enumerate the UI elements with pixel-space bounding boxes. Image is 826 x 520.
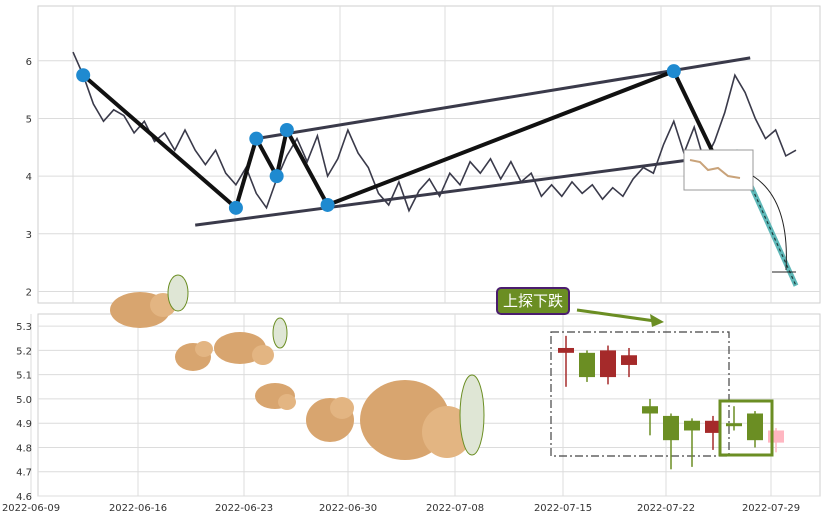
puppy-6-wing — [459, 374, 485, 456]
candle-body — [600, 350, 616, 378]
bottom-y-tick-label: 4.8 — [16, 443, 32, 454]
candle-body — [705, 420, 721, 433]
bottom-y-tick-label: 5.1 — [16, 371, 32, 382]
candle-body — [621, 355, 637, 365]
dashed-range-box — [550, 331, 730, 457]
top-y-tick-label: 4 — [26, 172, 32, 183]
trendline — [195, 150, 751, 227]
candles — [558, 335, 784, 470]
inset-box — [683, 149, 754, 191]
pivot-marker — [249, 131, 264, 146]
bottom-x-tick-label: 2022-07-22 — [637, 503, 695, 514]
candle-body — [726, 423, 742, 427]
zigzag-wave — [81, 69, 717, 210]
puppy-6-head — [422, 406, 472, 458]
inset-mini-chart — [689, 159, 741, 179]
bottom-y-axis: 4.6 4.7 4.8 4.9 5.0 5.1 5.2 5.3 — [16, 322, 32, 503]
candle-body — [579, 352, 595, 378]
bottom-y-tick-label: 4.9 — [16, 419, 32, 430]
bottom-y-tick-label: 5.3 — [16, 322, 32, 333]
puppy-decorations — [110, 274, 485, 460]
puppy-5 — [306, 397, 354, 442]
candle-body — [684, 420, 700, 431]
candle-body — [558, 347, 574, 353]
top-y-tick-label: 5 — [26, 114, 32, 125]
projection-arc — [752, 175, 787, 271]
callout: 上探下跌 — [496, 287, 664, 327]
bottom-y-tick-label: 4.7 — [16, 468, 32, 479]
bottom-x-tick-label: 2022-07-15 — [534, 503, 592, 514]
candle-body — [747, 413, 763, 441]
inset-thumbnail — [683, 149, 754, 191]
bottom-x-tick-label: 2022-06-30 — [319, 503, 377, 514]
top-y-tick-label: 3 — [26, 230, 32, 241]
bottom-x-tick-label: 2022-06-23 — [215, 503, 273, 514]
puppy-1 — [110, 274, 189, 328]
bottom-x-tick-label: 2022-06-16 — [109, 503, 167, 514]
bottom-y-tick-label: 5.0 — [16, 395, 32, 406]
callout-box — [496, 287, 570, 315]
puppy-4-head — [278, 394, 296, 410]
puppy-2 — [175, 341, 213, 371]
top-y-tick-label: 2 — [26, 287, 32, 298]
bottom-y-tick-label: 4.6 — [16, 492, 32, 503]
top-y-tick-label: 6 — [26, 57, 32, 68]
bottom-y-tick-label: 5.2 — [16, 346, 32, 357]
puppy-2-head — [195, 341, 213, 357]
puppy-3-head — [252, 345, 274, 365]
callout-arrow-head — [650, 314, 664, 327]
callout-label: 上探下跌 — [503, 292, 563, 310]
pivot-marker — [666, 64, 681, 79]
top-y-axis: 2 3 4 5 6 — [26, 57, 32, 299]
pivot-marker — [269, 169, 284, 184]
pivot-marker — [228, 200, 243, 215]
puppy-1-wing — [167, 274, 189, 312]
price-line — [72, 51, 797, 213]
bottom-x-axis: 2022-06-09 2022-06-16 2022-06-23 2022-06-30… — [2, 503, 800, 514]
candle-body — [642, 406, 658, 414]
bottom-x-tick-label: 2022-07-29 — [742, 503, 800, 514]
puppy-3 — [214, 317, 288, 365]
highlight-box — [718, 399, 774, 457]
puppy-6 — [360, 374, 485, 460]
pivot-marker — [320, 197, 335, 212]
pivot-markers — [76, 64, 681, 215]
candle-body — [768, 430, 784, 443]
candle-body — [663, 415, 679, 441]
bottom-x-tick-label: 2022-07-08 — [426, 503, 484, 514]
pivot-marker — [76, 68, 91, 83]
pivot-marker — [279, 122, 294, 137]
top-panel: 2 3 4 5 6 — [26, 5, 821, 304]
puppy-4 — [255, 383, 296, 410]
callout-arrow-line — [576, 308, 656, 323]
bottom-x-tick-label: 2022-06-09 — [2, 503, 60, 514]
puppy-3-wing — [272, 317, 288, 349]
puppy-5-head — [330, 397, 354, 419]
